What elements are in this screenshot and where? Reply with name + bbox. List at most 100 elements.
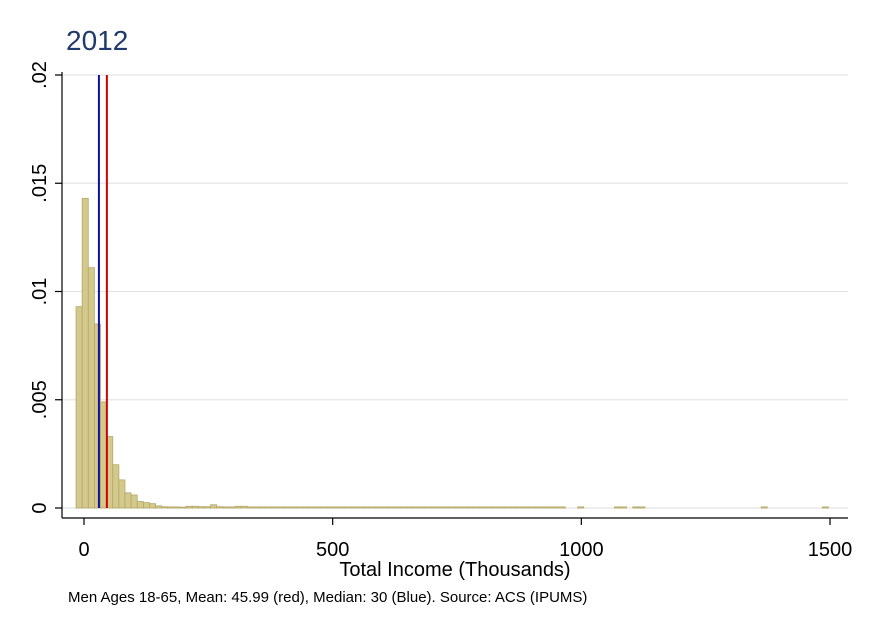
histogram-bar [473, 506, 481, 509]
y-axis-ticks: 0 .005 .01 .015 .02 [29, 61, 62, 514]
histogram-bar [528, 506, 536, 509]
histogram-bar [326, 506, 334, 509]
reference-lines [97, 75, 108, 508]
histogram-bar [253, 506, 260, 509]
histogram-bar [112, 464, 120, 509]
histogram-bar [277, 506, 285, 509]
histogram-bar [577, 506, 585, 509]
histogram-bar [87, 267, 95, 509]
histogram-bar [552, 506, 560, 509]
histogram-bar [540, 506, 548, 509]
histogram-bar [332, 506, 340, 509]
histogram-bar [821, 506, 829, 509]
histogram-bar [100, 401, 108, 509]
histogram-bar [222, 506, 230, 509]
histogram-bar [497, 506, 505, 509]
histogram-bar [259, 506, 267, 509]
histogram-bar [246, 506, 254, 509]
histogram-bar [430, 506, 438, 509]
histogram-bar [381, 506, 389, 509]
histogram-bar [167, 506, 175, 509]
y-tick-label: .01 [29, 278, 51, 306]
histogram-bar [301, 506, 309, 509]
histogram-bar [387, 506, 395, 509]
histogram-bar [228, 506, 236, 509]
histogram-bar [130, 494, 138, 509]
histogram-bar [405, 506, 413, 509]
chart-note: Men Ages 18-65, Mean: 45.99 (red), Media… [68, 589, 587, 606]
histogram-bar [75, 306, 83, 509]
histogram-bar [393, 506, 401, 509]
histogram-bar [479, 506, 487, 509]
histogram-bar [197, 506, 205, 509]
histogram-bar [467, 506, 475, 509]
y-tick-label: .02 [29, 61, 51, 89]
histogram-bars [75, 198, 829, 509]
histogram-bar [613, 506, 621, 509]
histogram-bar [161, 506, 169, 509]
histogram-bar [760, 506, 768, 509]
histogram-bar [179, 506, 187, 509]
axes [61, 72, 848, 519]
grid-lines [62, 74, 848, 509]
histogram-bar [516, 506, 523, 509]
histogram-bar [265, 506, 273, 509]
histogram-bar [81, 198, 89, 509]
histogram-bar [638, 506, 646, 509]
histogram-bar [320, 506, 328, 509]
histogram-bar [271, 506, 279, 509]
histogram-bar [314, 506, 322, 509]
histogram-bar [216, 506, 224, 509]
histogram-bar [173, 506, 181, 509]
histogram-bar [124, 492, 132, 509]
y-tick-label: .015 [29, 164, 51, 203]
histogram-bar [234, 505, 242, 509]
x-tick-label: 0 [78, 539, 89, 561]
x-axis-ticks: 0 500 1000 1500 [78, 518, 852, 561]
histogram-bar [546, 506, 554, 509]
histogram-bar [503, 506, 511, 509]
y-tick-label: 0 [29, 502, 51, 513]
histogram-bar [522, 506, 530, 509]
x-tick-label: 1000 [559, 539, 604, 561]
histogram-bar [283, 506, 291, 509]
histogram-bar [632, 506, 640, 509]
histogram-bar [295, 506, 303, 509]
histogram-bar [204, 506, 212, 509]
histogram-bar [418, 506, 426, 509]
histogram-bar [558, 506, 566, 509]
histogram-bar [357, 506, 364, 509]
histogram-bar [308, 506, 316, 509]
histogram-bar [509, 506, 517, 509]
histogram-bar [338, 506, 346, 509]
x-axis-label: Total Income (Thousands) [339, 559, 570, 581]
histogram-bar [620, 506, 627, 509]
histogram-bar [491, 506, 499, 509]
histogram-bar [289, 506, 297, 509]
histogram-bar [454, 506, 462, 509]
histogram-bar [534, 506, 542, 509]
histogram-bar [350, 506, 358, 509]
histogram-bar [375, 506, 383, 509]
histogram-bar [412, 506, 420, 509]
histogram-bar [448, 506, 456, 509]
y-tick-label: .005 [29, 380, 51, 419]
chart-title: 2012 [66, 25, 128, 56]
histogram-bar [344, 506, 352, 509]
histogram-bar [485, 506, 493, 509]
histogram-bar [240, 505, 248, 509]
histogram-bar [442, 506, 450, 509]
histogram-bar [185, 505, 193, 509]
histogram-bar [155, 505, 163, 509]
histogram-bar [436, 506, 444, 509]
histogram-bar [136, 501, 144, 509]
histogram-bar [424, 506, 432, 509]
histogram-bar [363, 506, 371, 509]
histogram-bar [149, 503, 156, 509]
histogram-bar [191, 505, 199, 509]
histogram-bar [369, 506, 377, 509]
x-tick-label: 1500 [808, 539, 853, 561]
x-tick-label: 500 [316, 539, 349, 561]
histogram-bar [118, 479, 126, 509]
